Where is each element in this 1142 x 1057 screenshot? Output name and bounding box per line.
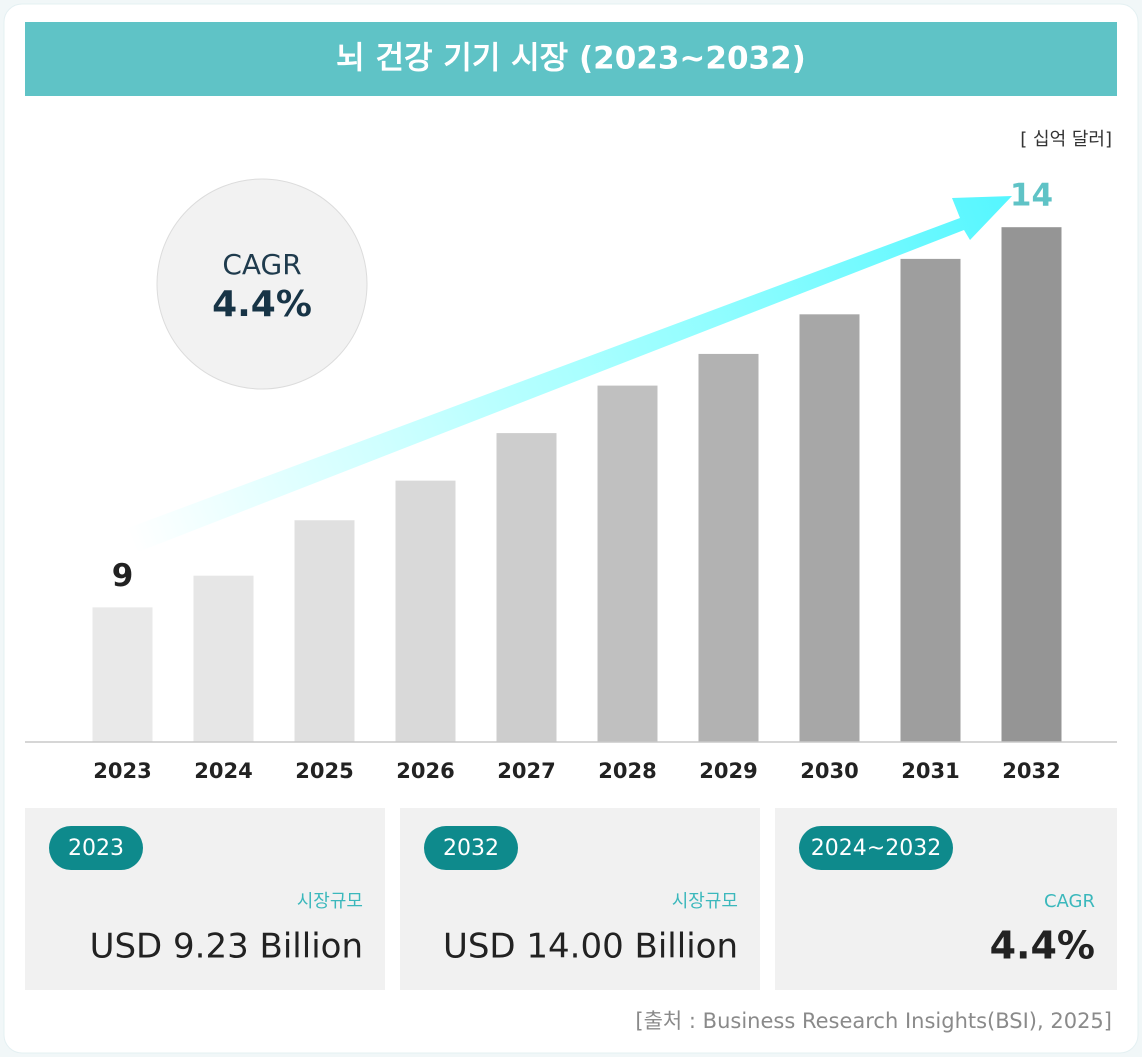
cagr-value: 4.4% xyxy=(212,284,312,325)
card-value: USD 9.23 Billion xyxy=(90,927,363,967)
card-badge xyxy=(49,826,143,870)
card-badge xyxy=(799,826,953,870)
card-badge-text: 2032 xyxy=(443,836,499,861)
trend-arrow xyxy=(128,196,1012,552)
card-badge xyxy=(424,826,518,870)
bar xyxy=(496,433,557,742)
bar xyxy=(799,314,860,742)
card-value: USD 14.00 Billion xyxy=(443,927,738,967)
bar xyxy=(597,385,658,742)
x-tick-label: 2023 xyxy=(93,759,151,783)
cagr-label: CAGR xyxy=(222,248,301,281)
x-tick-label: 2025 xyxy=(295,759,353,783)
x-tick-label: 2024 xyxy=(194,759,252,783)
chart-title: 뇌 건강 기기 시장 (2023~2032) xyxy=(336,41,806,77)
bar xyxy=(900,258,961,742)
bar xyxy=(1001,227,1062,742)
card-label: CAGR xyxy=(1044,891,1095,912)
x-tick-label: 2029 xyxy=(699,759,757,783)
cards: 2023 시장규모 USD 9.23 Billion 2032 시장규모 USD 14.0… xyxy=(25,808,1117,990)
bar xyxy=(92,607,153,742)
card-label: 시장규모 xyxy=(297,891,363,912)
source: [출처 : Business Research Insights(BSI), 2… xyxy=(635,1009,1112,1033)
value-label: 9 xyxy=(112,558,134,594)
cagr-circle xyxy=(156,178,368,390)
card-value: 4.4% xyxy=(990,924,1095,968)
x-tick-label: 2032 xyxy=(1002,759,1060,783)
x-tick-label: 2030 xyxy=(800,759,858,783)
bar xyxy=(395,480,456,742)
card-label: 시장규모 xyxy=(672,891,738,912)
header-bar xyxy=(25,22,1117,96)
card-badge-text: 2023 xyxy=(68,836,124,861)
x-tick-label: 2026 xyxy=(396,759,454,783)
x-tick-label: 2031 xyxy=(901,759,959,783)
value-label: 14 xyxy=(1010,178,1053,214)
unit-label: [ 십억 달러] xyxy=(1020,129,1112,150)
x-tick-label: 2027 xyxy=(497,759,555,783)
x-tick-label: 2028 xyxy=(598,759,656,783)
bars: 2023 9 2024 2025 2026 2027 2028 2029 2030 2031 203… xyxy=(92,178,1062,783)
bar xyxy=(294,520,355,742)
bar xyxy=(193,575,254,742)
card-badge-text: 2024~2032 xyxy=(811,836,941,861)
bar xyxy=(698,353,759,742)
